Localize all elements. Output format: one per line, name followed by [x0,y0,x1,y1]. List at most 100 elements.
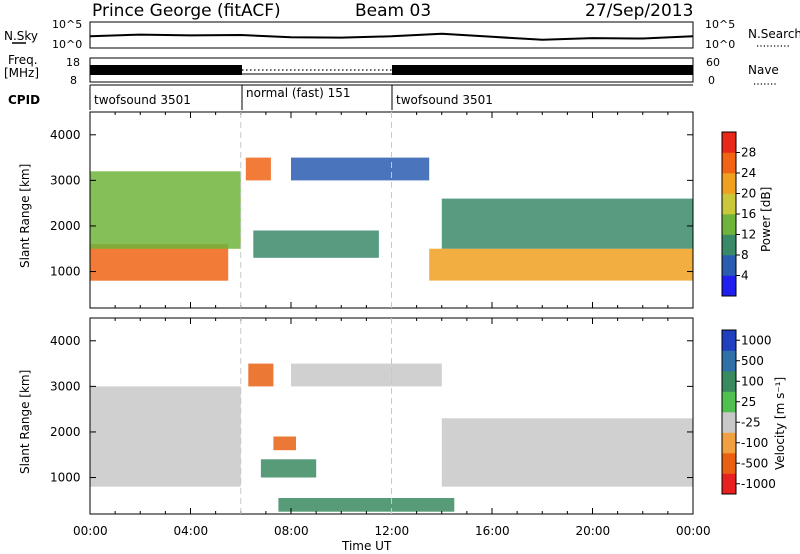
power-ylabel: Slant Range [km] [18,164,32,268]
x-tick-label-5: 20:00 [576,524,611,538]
velocity-ylabel: Slant Range [km] [18,370,32,474]
velocity-cbar-frame [721,329,737,495]
power-regions-region-4 [291,157,430,181]
velocity-cbar-tick-label-2: 100 [741,374,764,388]
velocity-cbar-tick-label-5: -100 [741,436,768,450]
velocity-cbar-swatch-5 [722,371,736,392]
power-regions-region-3 [253,230,379,258]
station-title: Prince George (fitACF) [92,1,281,21]
velocity-regions-region-1 [248,363,274,387]
velocity-regions-region-6 [278,498,455,512]
velocity-cbar-tick-label-3: 25 [741,395,756,409]
velocity-panel: 1000 2000 3000 4000 Slant Range [km] [18,317,694,515]
velocity-colorbar: 1000 500 100 25 -25 -100 -500 -1000 [721,329,776,495]
power-cbar-swatch-3 [722,214,736,235]
power-cbar-tick-label-2: 12 [741,228,756,242]
freq-panel: Freq. [MHz] 18 8 60 0 Nave [4,53,779,87]
nave-label: Nave [748,63,779,77]
power-cbar-swatch-7 [722,132,736,153]
freq-block-1 [90,65,242,75]
velocity-cbar-tick-label-7: -1000 [741,477,776,491]
power-cbar-tick-label-6: 28 [741,146,756,160]
power-cbar-swatch-4 [722,193,736,215]
velocity-cbar-swatch-1 [722,453,736,474]
freq-tick-top: 18 [66,56,80,69]
cpid-segment-2: normal (fast) 151 [246,86,350,100]
x-tick-label-2: 08:00 [274,524,309,538]
nsky-panel: N.Sky 10^5 10^0 10^5 10^0 N.Search [4,18,800,51]
power-cbar-swatch-1 [722,255,736,276]
cpid-segment-1: twofsound 3501 [94,93,191,107]
time-markers [240,112,392,514]
power-ytick-label-1: 2000 [50,219,81,233]
x-tick-label-1: 04:00 [174,524,209,538]
power-ytick-label-2: 3000 [50,173,81,187]
date-title: 27/Sep/2013 [585,1,693,21]
power-regions-region-2 [245,157,271,181]
power-colorbar: 4 8 12 16 20 24 28 [721,131,756,297]
velocity-ytick-label-3: 4000 [50,334,81,348]
velocity-cbar-tick-label-6: -500 [741,456,768,470]
freq-tick-bottom: 8 [70,74,77,87]
velocity-regions [90,363,694,512]
velocity-regions-region-5 [441,418,694,487]
velocity-regions-region-4 [291,363,442,387]
nsky-tick-top: 10^5 [52,18,82,31]
velocity-cbar-swatch-4 [722,391,736,413]
power-regions-region-0 [90,244,229,281]
beam-title: Beam 03 [355,1,431,21]
power-cbar-swatch-6 [722,152,736,174]
velocity-regions-region-3 [260,459,317,478]
velocity-ytick-label-0: 1000 [50,471,81,485]
nsky-series [89,32,694,41]
nsearch-label: N.Search [748,27,800,41]
power-colorbar-title: Power [dB] [759,187,773,252]
velocity-cbar-swatch-7 [722,330,736,351]
power-panel: 1000 2000 3000 4000 Slant Range [km] [18,111,694,309]
power-ytick-label-0: 1000 [50,265,81,279]
velocity-cbar-swatch-3 [722,412,736,433]
power-cbar-tick-label-3: 16 [741,207,756,221]
power-cbar-swatch-5 [722,173,736,194]
velocity-ytick-label-1: 2000 [50,425,81,439]
x-tick-label-4: 16:00 [475,524,510,538]
cpid-segment-3: twofsound 3501 [396,93,493,107]
nsearch-tick-top: 10^5 [705,18,735,31]
nave-tick-top: 60 [706,56,720,69]
nsky-frame [89,21,694,49]
velocity-cbar-swatch-0 [722,473,736,495]
nsearch-tick-bottom: 10^0 [705,38,735,51]
cpid-panel: CPID twofsound 3501 normal (fast) 151 tw… [8,84,693,110]
x-tick-label-0: 00:00 [73,524,108,538]
nsky-tick-bottom: 10^0 [52,38,82,51]
x-tick-labels: 00:00 04:00 08:00 12:00 16:00 20:00 00:00 [73,524,711,538]
velocity-cbar-swatch-6 [722,350,736,372]
x-tick-label-3: 12:00 [375,524,410,538]
power-cbar-tick-label-5: 24 [741,166,756,180]
power-regions-region-6 [441,198,694,249]
x-axis-label: Time UT [341,539,392,553]
velocity-regions-region-2 [273,436,296,451]
power-cbar-swatch-0 [722,275,736,297]
power-cbar-tick-label-0: 4 [741,269,749,283]
velocity-cbar-tick-label-0: 1000 [741,333,772,347]
velocity-ytick-label-2: 3000 [50,379,81,393]
velocity-colorbar-title: Velocity [m s⁻¹] [773,377,787,470]
x-tick-label-6: 00:00 [676,524,711,538]
power-regions-region-5 [429,248,693,281]
velocity-cbar-tick-label-1: 500 [741,354,764,368]
nave-tick-bottom: 0 [708,74,715,87]
velocity-regions-region-0 [90,386,241,487]
velocity-cbar-swatch-2 [722,432,736,454]
nsky-label: N.Sky [4,29,38,43]
velocity-cbar-tick-label-4: -25 [741,415,761,429]
power-regions [90,157,694,281]
power-cbar-swatch-2 [722,234,736,256]
cpid-label: CPID [8,93,40,107]
power-cbar-tick-label-1: 8 [741,248,749,262]
freq-label-line2: [MHz] [4,66,39,80]
freq-block-2 [392,65,693,75]
power-ytick-label-3: 4000 [50,128,81,142]
power-cbar-tick-label-4: 20 [741,187,756,201]
